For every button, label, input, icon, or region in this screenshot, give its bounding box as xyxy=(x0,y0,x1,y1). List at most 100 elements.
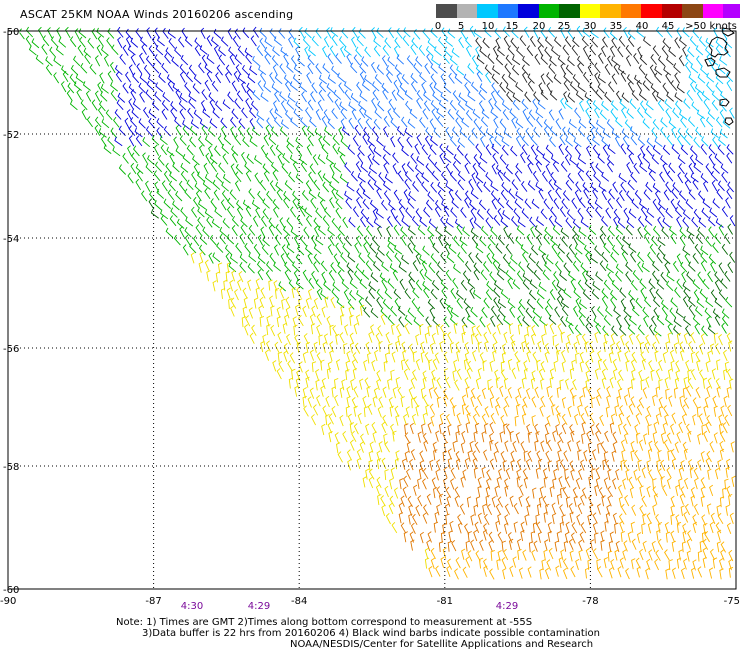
wind-barb xyxy=(686,89,694,101)
wind-barb xyxy=(393,189,400,201)
wind-barb xyxy=(618,36,626,47)
wind-barb xyxy=(443,388,449,400)
wind-barb xyxy=(535,108,544,119)
wind-barb xyxy=(680,460,685,472)
wind-barb xyxy=(262,334,267,346)
wind-barb xyxy=(321,306,326,318)
wind-barb xyxy=(634,424,639,436)
wind-barb xyxy=(469,25,476,37)
wind-barb xyxy=(592,548,598,560)
wind-barb xyxy=(260,144,267,156)
wind-barb xyxy=(476,325,482,337)
wind-barb xyxy=(683,558,688,570)
wind-barb xyxy=(461,548,466,560)
wind-barb xyxy=(249,137,258,147)
wind-barb xyxy=(649,243,657,255)
wind-barb xyxy=(460,476,465,488)
wind-barb xyxy=(473,431,478,443)
wind-barb xyxy=(395,450,400,462)
wind-barb xyxy=(359,181,366,193)
wind-barb xyxy=(626,161,632,174)
wind-barb xyxy=(682,217,690,228)
wind-barb xyxy=(716,504,721,516)
wind-barb xyxy=(419,72,427,83)
wind-barb xyxy=(299,205,306,217)
wind-barb xyxy=(527,80,534,92)
wind-barb xyxy=(558,432,564,444)
wind-barb xyxy=(472,350,477,362)
wind-barb xyxy=(561,305,569,317)
wind-barb xyxy=(690,567,696,579)
wind-barb xyxy=(486,478,491,490)
wind-barb xyxy=(654,72,662,84)
wind-barb xyxy=(277,153,283,165)
wind-barb xyxy=(222,99,231,110)
wind-barb xyxy=(157,36,165,47)
wind-barb xyxy=(706,72,715,83)
wind-barb xyxy=(389,405,394,417)
wind-barb xyxy=(302,351,308,364)
wind-barb xyxy=(557,493,562,505)
wind-barb xyxy=(156,188,165,199)
wind-barb xyxy=(704,396,709,408)
wind-barb xyxy=(254,172,261,184)
wind-barb xyxy=(725,296,733,308)
wind-barb xyxy=(717,64,726,75)
wind-barb xyxy=(167,80,174,92)
wind-barb xyxy=(276,368,282,380)
wind-barb xyxy=(387,216,393,228)
wind-barb xyxy=(155,82,164,93)
wind-barb xyxy=(552,430,557,442)
wind-barb xyxy=(318,136,324,148)
wind-barb xyxy=(552,161,559,172)
wind-barb xyxy=(179,71,186,83)
wind-barb xyxy=(517,305,524,317)
wind-barb xyxy=(618,412,623,424)
wind-barb xyxy=(493,297,500,309)
wind-barb xyxy=(504,503,510,515)
wind-barb xyxy=(705,235,712,247)
wind-barb xyxy=(690,81,696,93)
wind-barb xyxy=(332,134,340,146)
wind-barb xyxy=(407,118,416,129)
wind-barb xyxy=(351,108,357,120)
wind-barb xyxy=(280,253,286,265)
wind-barb xyxy=(584,341,589,353)
wind-barb xyxy=(386,71,393,83)
wind-barb xyxy=(674,92,683,102)
wind-barb xyxy=(714,271,722,282)
wind-barb xyxy=(722,422,728,434)
wind-barb xyxy=(618,65,627,75)
wind-barb xyxy=(445,218,454,228)
wind-barb xyxy=(655,288,663,300)
wind-barb xyxy=(719,423,724,435)
wind-barb xyxy=(724,414,730,427)
wind-barb xyxy=(406,468,411,480)
wind-barb xyxy=(532,487,537,499)
wind-barb xyxy=(553,74,562,85)
wind-barb xyxy=(172,200,180,211)
wind-barb xyxy=(404,451,409,463)
wind-barb xyxy=(432,441,437,453)
wind-barb xyxy=(725,197,731,209)
wind-barb xyxy=(609,422,615,434)
wind-barb xyxy=(636,432,641,444)
wind-barb xyxy=(532,522,538,534)
wind-barb xyxy=(371,81,380,92)
wind-barb xyxy=(231,215,239,227)
wind-barb xyxy=(411,298,418,310)
wind-barb xyxy=(220,125,227,138)
wind-barb xyxy=(314,128,323,138)
wind-barb xyxy=(578,549,583,561)
wind-barb xyxy=(362,189,371,200)
wind-barb xyxy=(28,45,37,56)
wind-barb xyxy=(653,296,661,308)
wind-barb xyxy=(664,98,673,110)
wind-barb xyxy=(397,136,404,148)
wind-barb xyxy=(623,306,631,318)
wind-barb xyxy=(147,155,155,166)
wind-barb xyxy=(446,253,455,264)
wind-barb xyxy=(128,64,134,76)
wind-barb xyxy=(111,44,119,56)
wind-barb xyxy=(242,306,247,318)
